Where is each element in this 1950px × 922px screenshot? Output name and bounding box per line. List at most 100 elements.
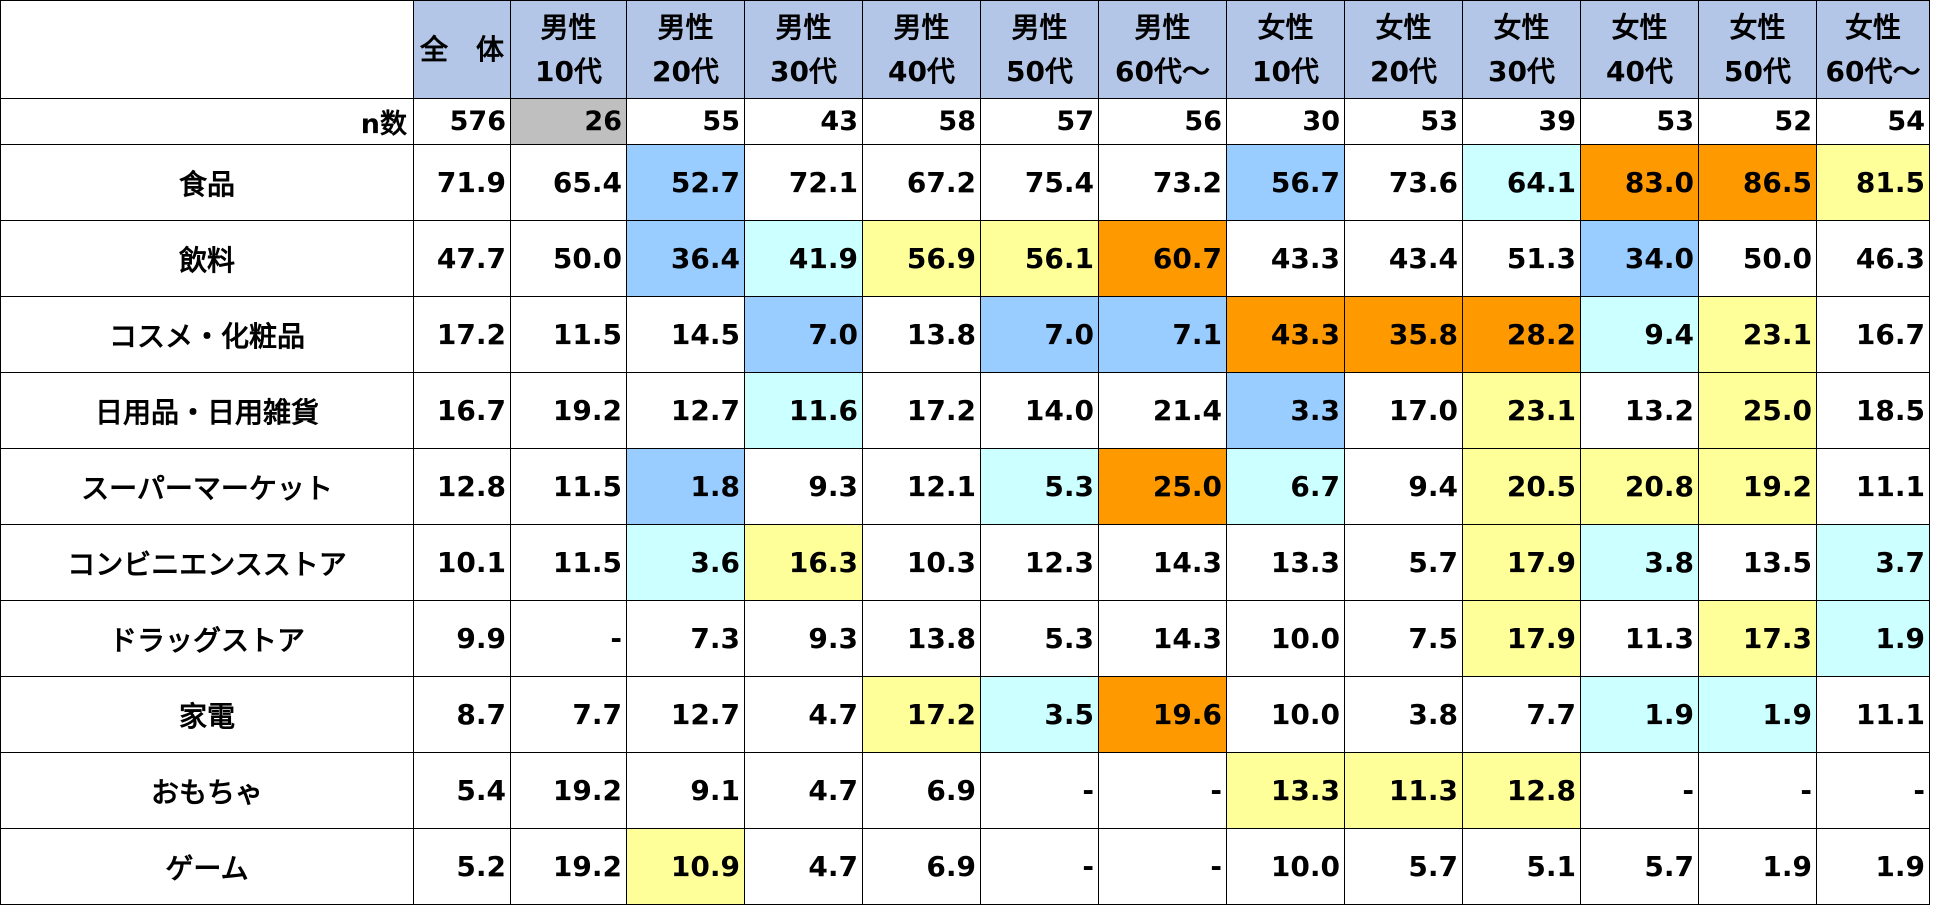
value-cell: 5.3 bbox=[980, 448, 1099, 525]
sample-size-cell: 55 bbox=[626, 98, 745, 145]
column-header: 女性 30代 bbox=[1462, 0, 1581, 99]
column-header-line1: 男性 bbox=[540, 10, 597, 44]
value-cell: 11.1 bbox=[1816, 448, 1930, 525]
column-header: 全 体 bbox=[413, 0, 511, 99]
value-cell: 14.5 bbox=[626, 296, 745, 373]
header-corner bbox=[0, 0, 414, 99]
value-cell: 56.9 bbox=[862, 220, 981, 297]
value-cell: 3.7 bbox=[1816, 524, 1930, 601]
value-cell: 3.8 bbox=[1344, 676, 1463, 753]
value-cell: 17.2 bbox=[862, 372, 981, 449]
value-cell: 23.1 bbox=[1462, 372, 1581, 449]
column-header: 女性 40代 bbox=[1580, 0, 1699, 99]
column-header: 女性 50代 bbox=[1698, 0, 1817, 99]
value-cell: 19.6 bbox=[1098, 676, 1227, 753]
column-header-line1: 女性 bbox=[1844, 10, 1901, 44]
table-row: コスメ・化粧品 17.2 11.5 14.5 7.0 13.8 7.0 7.1 43.3 35.8… bbox=[0, 296, 1930, 373]
value-cell: 25.0 bbox=[1698, 372, 1817, 449]
column-header-line1: 男性 bbox=[657, 10, 714, 44]
value-cell: 9.4 bbox=[1344, 448, 1463, 525]
value-cell: 75.4 bbox=[980, 144, 1099, 221]
value-cell: 4.7 bbox=[744, 676, 863, 753]
column-header: 男性 30代 bbox=[744, 0, 863, 99]
value-cell: 1.9 bbox=[1698, 676, 1817, 753]
sample-size-row: n数 576 26 55 43 58 57 56 30 53 39 53 52 54 bbox=[0, 98, 1930, 145]
sample-size-cell: 53 bbox=[1580, 98, 1699, 145]
value-cell: 43.3 bbox=[1226, 220, 1345, 297]
value-cell: 6.9 bbox=[862, 828, 981, 905]
value-cell: 1.9 bbox=[1698, 828, 1817, 905]
value-cell: 64.1 bbox=[1462, 144, 1581, 221]
value-cell: 7.0 bbox=[980, 296, 1099, 373]
column-header: 女性 60代～ bbox=[1816, 0, 1930, 99]
sample-size-cell: 54 bbox=[1816, 98, 1930, 145]
value-cell: 72.1 bbox=[744, 144, 863, 221]
value-cell: 51.3 bbox=[1462, 220, 1581, 297]
column-header-line1: 男性 bbox=[775, 10, 832, 44]
sample-size-cell: 39 bbox=[1462, 98, 1581, 145]
value-cell: 14.3 bbox=[1098, 600, 1227, 677]
value-cell: 50.0 bbox=[510, 220, 627, 297]
sample-size-cell: 53 bbox=[1344, 98, 1463, 145]
value-cell: 10.0 bbox=[1226, 600, 1345, 677]
column-header-line1: 女性 bbox=[1375, 10, 1432, 44]
table-row: スーパーマーケット 12.8 11.5 1.8 9.3 12.1 5.3 25.0 6.7 9.4… bbox=[0, 448, 1930, 525]
value-cell: 7.0 bbox=[744, 296, 863, 373]
column-header-line1: 男性 bbox=[1134, 10, 1191, 44]
value-cell: 13.3 bbox=[1226, 524, 1345, 601]
value-cell: 25.0 bbox=[1098, 448, 1227, 525]
column-header-line2: 60代～ bbox=[1115, 54, 1210, 88]
row-label: 食品 bbox=[0, 144, 414, 221]
value-cell: - bbox=[1816, 752, 1930, 829]
value-cell: 17.3 bbox=[1698, 600, 1817, 677]
column-header-line1: 全 体 bbox=[419, 32, 504, 66]
value-cell: 9.4 bbox=[1580, 296, 1699, 373]
column-header-line1: 男性 bbox=[1011, 10, 1068, 44]
value-cell: 16.7 bbox=[413, 372, 511, 449]
sample-size-cell: 56 bbox=[1098, 98, 1227, 145]
value-cell: 5.2 bbox=[413, 828, 511, 905]
value-cell: 7.3 bbox=[626, 600, 745, 677]
value-cell: 56.7 bbox=[1226, 144, 1345, 221]
value-cell: 19.2 bbox=[510, 752, 627, 829]
value-cell: 47.7 bbox=[413, 220, 511, 297]
value-cell: 5.4 bbox=[413, 752, 511, 829]
value-cell: 19.2 bbox=[1698, 448, 1817, 525]
column-header-line2: 30代 bbox=[770, 54, 837, 88]
value-cell: 3.3 bbox=[1226, 372, 1345, 449]
sample-size-cell: 57 bbox=[980, 98, 1099, 145]
table-row: ドラッグストア 9.9-7.3 9.3 13.8 5.3 14.3 10.0 7.5 17.9 1… bbox=[0, 600, 1930, 677]
value-cell: 5.3 bbox=[980, 600, 1099, 677]
value-cell: 28.2 bbox=[1462, 296, 1581, 373]
value-cell: 21.4 bbox=[1098, 372, 1227, 449]
value-cell: 17.0 bbox=[1344, 372, 1463, 449]
table-row: 日用品・日用雑貨 16.7 19.2 12.7 11.6 17.2 14.0 21.4 3.3 1… bbox=[0, 372, 1930, 449]
column-header-line2: 20代 bbox=[1370, 54, 1437, 88]
value-cell: 14.3 bbox=[1098, 524, 1227, 601]
value-cell: 13.5 bbox=[1698, 524, 1817, 601]
value-cell: 10.9 bbox=[626, 828, 745, 905]
value-cell: 9.1 bbox=[626, 752, 745, 829]
value-cell: 10.3 bbox=[862, 524, 981, 601]
column-header-line1: 男性 bbox=[893, 10, 950, 44]
value-cell: 11.6 bbox=[744, 372, 863, 449]
value-cell: 5.1 bbox=[1462, 828, 1581, 905]
value-cell: 6.7 bbox=[1226, 448, 1345, 525]
value-cell: 5.7 bbox=[1344, 828, 1463, 905]
value-cell: 3.5 bbox=[980, 676, 1099, 753]
value-cell: 60.7 bbox=[1098, 220, 1227, 297]
value-cell: 56.1 bbox=[980, 220, 1099, 297]
value-cell: 14.0 bbox=[980, 372, 1099, 449]
row-label: ドラッグストア bbox=[0, 600, 414, 677]
value-cell: 9.9 bbox=[413, 600, 511, 677]
table-row: ゲーム 5.2 19.2 10.9 4.7 6.9- -10.0 5.7 5.1 5.7 1.9 1.… bbox=[0, 828, 1930, 905]
value-cell: 11.5 bbox=[510, 524, 627, 601]
value-cell: 9.3 bbox=[744, 600, 863, 677]
sample-size-cell: 576 bbox=[413, 98, 511, 145]
column-header-line1: 女性 bbox=[1257, 10, 1314, 44]
value-cell: 4.7 bbox=[744, 828, 863, 905]
table-row: 家電 8.7 7.7 12.7 4.7 17.2 3.5 19.6 10.0 3.8 7.7 1.9 1… bbox=[0, 676, 1930, 753]
column-header-line2: 40代 bbox=[1606, 54, 1673, 88]
column-header-line1: 女性 bbox=[1729, 10, 1786, 44]
value-cell: 11.3 bbox=[1344, 752, 1463, 829]
